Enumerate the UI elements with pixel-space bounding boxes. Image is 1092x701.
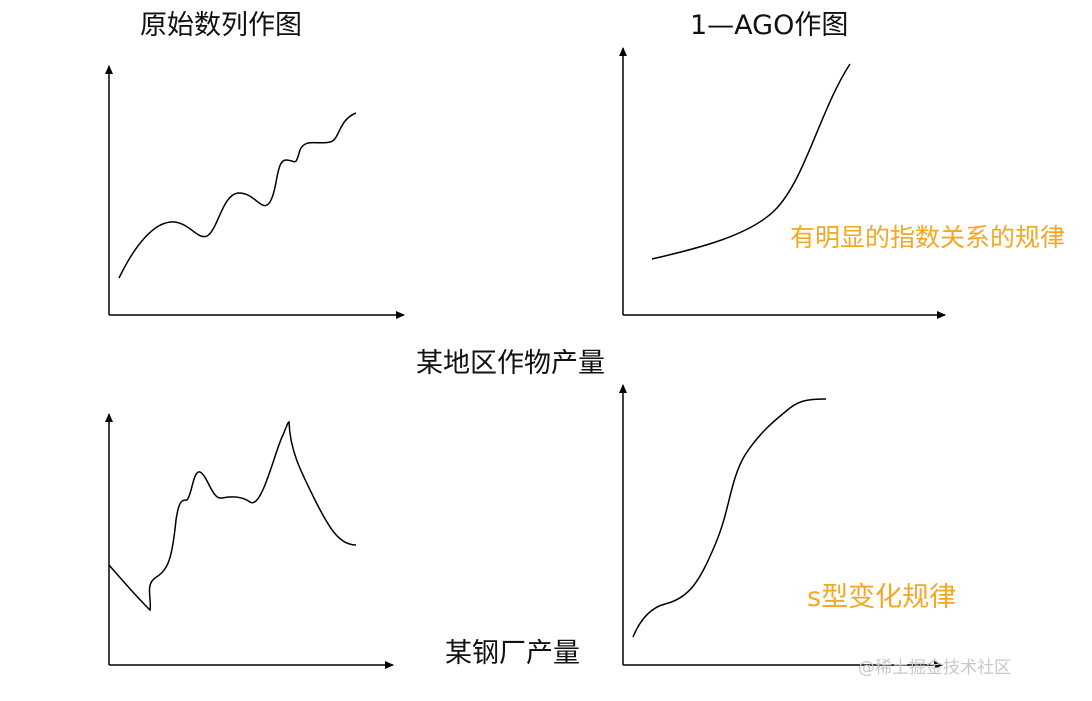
exponential-annotation: 有明显的指数关系的规律	[790, 223, 1066, 252]
ago-series-title: 1—AGO作图	[690, 10, 849, 41]
watermark: @稀土掘金技术社区	[858, 658, 1011, 678]
panel-original-series	[105, 65, 405, 319]
panel-s-curve	[619, 384, 943, 669]
s-curve	[632, 398, 827, 638]
crop-output-caption: 某地区作物产量	[416, 348, 605, 379]
s-curve-annotation: s型变化规律	[807, 582, 957, 613]
panel-ago-series	[619, 47, 946, 319]
ago-curve	[651, 63, 851, 260]
panel-steel-output	[105, 413, 394, 669]
original-series-title: 原始数列作图	[140, 10, 302, 41]
original-curve	[118, 112, 357, 279]
steel-output-caption: 某钢厂产量	[445, 638, 580, 669]
steel-curve	[108, 421, 357, 612]
